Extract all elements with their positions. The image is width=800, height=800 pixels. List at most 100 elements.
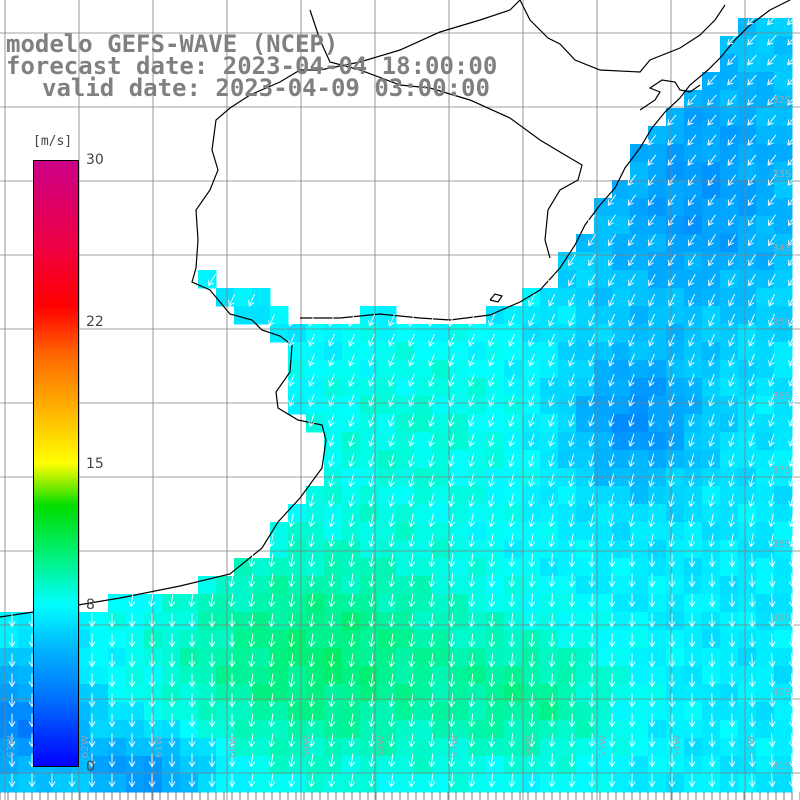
wind-cell [558,684,577,703]
wind-cell [432,630,451,649]
wind-cell [558,342,577,361]
wind-cell [666,648,685,667]
wind-arrow [368,613,376,628]
wind-arrow [687,94,697,106]
wind-arrow [588,713,596,728]
wind-arrow [108,653,116,668]
wind-arrow [488,693,496,708]
wind-arrow [428,593,436,608]
wind-arrow [428,553,436,568]
wind-arrow [728,633,736,648]
wind-cell [576,666,595,685]
wind-arrow [168,733,176,748]
wind-arrow [767,54,777,66]
wind-arrow [428,453,435,468]
wind-cell [504,306,523,325]
wind-arrow [648,633,656,648]
wind-arrow [668,533,676,548]
wind-arrow [628,373,635,387]
wind-cell [702,522,721,541]
wind-arrow [708,753,716,768]
wind-cell [648,702,667,721]
wind-cell [576,612,595,631]
wind-cell [738,72,757,91]
wind-cell [414,378,433,397]
wind-cell [378,432,397,451]
wind-cell [630,360,649,379]
wind-cell [270,702,289,721]
wind-cell [648,630,667,649]
wind-arrow [548,573,556,588]
wind-cell [648,738,667,757]
wind-cell [360,576,379,595]
wind-arrow [747,114,757,126]
wind-cell [378,396,397,415]
wind-cell [594,450,613,469]
wind-arrow [687,214,696,227]
latitude-label: 37S [772,465,791,476]
wind-arrow [108,713,116,728]
wind-cell [720,576,739,595]
wind-arrow [648,353,655,367]
wind-cell [576,414,595,433]
wind-cell [720,108,739,127]
latitude-label: 40S [772,687,791,698]
wind-arrow [688,593,696,608]
wind-arrow [168,613,176,628]
wind-cell [432,648,451,667]
wind-arrow [328,713,336,728]
wind-cell [234,558,253,577]
wind-cell [684,342,703,361]
wind-arrow [687,114,697,126]
wind-cell [414,450,433,469]
wind-arrow [628,333,635,347]
wind-cell [288,666,307,685]
wind-cell [774,684,793,703]
wind-cell [648,720,667,739]
wind-arrow [588,593,596,608]
wind-cell [324,540,343,559]
wind-cell [630,522,649,541]
wind-cell [630,378,649,397]
wind-cell [486,486,505,505]
wind-arrow [468,673,476,688]
wind-arrow [748,553,756,568]
wind-arrow [627,174,637,187]
wind-arrow [648,573,656,588]
wind-arrow [608,393,615,407]
wind-cell [396,342,415,361]
wind-arrow [548,313,556,327]
wind-cell [414,324,433,343]
wind-cell [522,522,541,541]
wind-arrow [628,313,636,327]
wind-arrow [288,573,296,588]
title-forecast-date: forecast date: 2023-04-04 18:00:00 [6,52,498,80]
latitude-label: 33S [772,169,791,180]
wind-arrow [788,373,795,387]
wind-arrow [668,493,675,508]
wind-cell [414,774,433,793]
wind-arrow [608,633,616,648]
wind-cell [648,360,667,379]
wind-arrow [788,493,795,508]
wind-cell [576,522,595,541]
wind-cell [756,720,775,739]
wind-cell [648,162,667,181]
wind-cell [396,648,415,667]
wind-cell [468,594,487,613]
wind-cell [342,540,361,559]
wind-arrow [728,333,735,347]
wind-arrow [148,613,156,628]
wind-cell [90,612,109,631]
wind-arrow [768,313,776,327]
wind-cell [324,576,343,595]
wind-arrow [588,753,596,768]
wind-cell [702,684,721,703]
wind-arrow [528,553,536,568]
wind-arrow [228,613,236,628]
wind-arrow [708,254,716,267]
wind-arrow [728,653,736,668]
wind-cell [684,522,703,541]
wind-cell [360,540,379,559]
wind-arrow [628,493,635,508]
